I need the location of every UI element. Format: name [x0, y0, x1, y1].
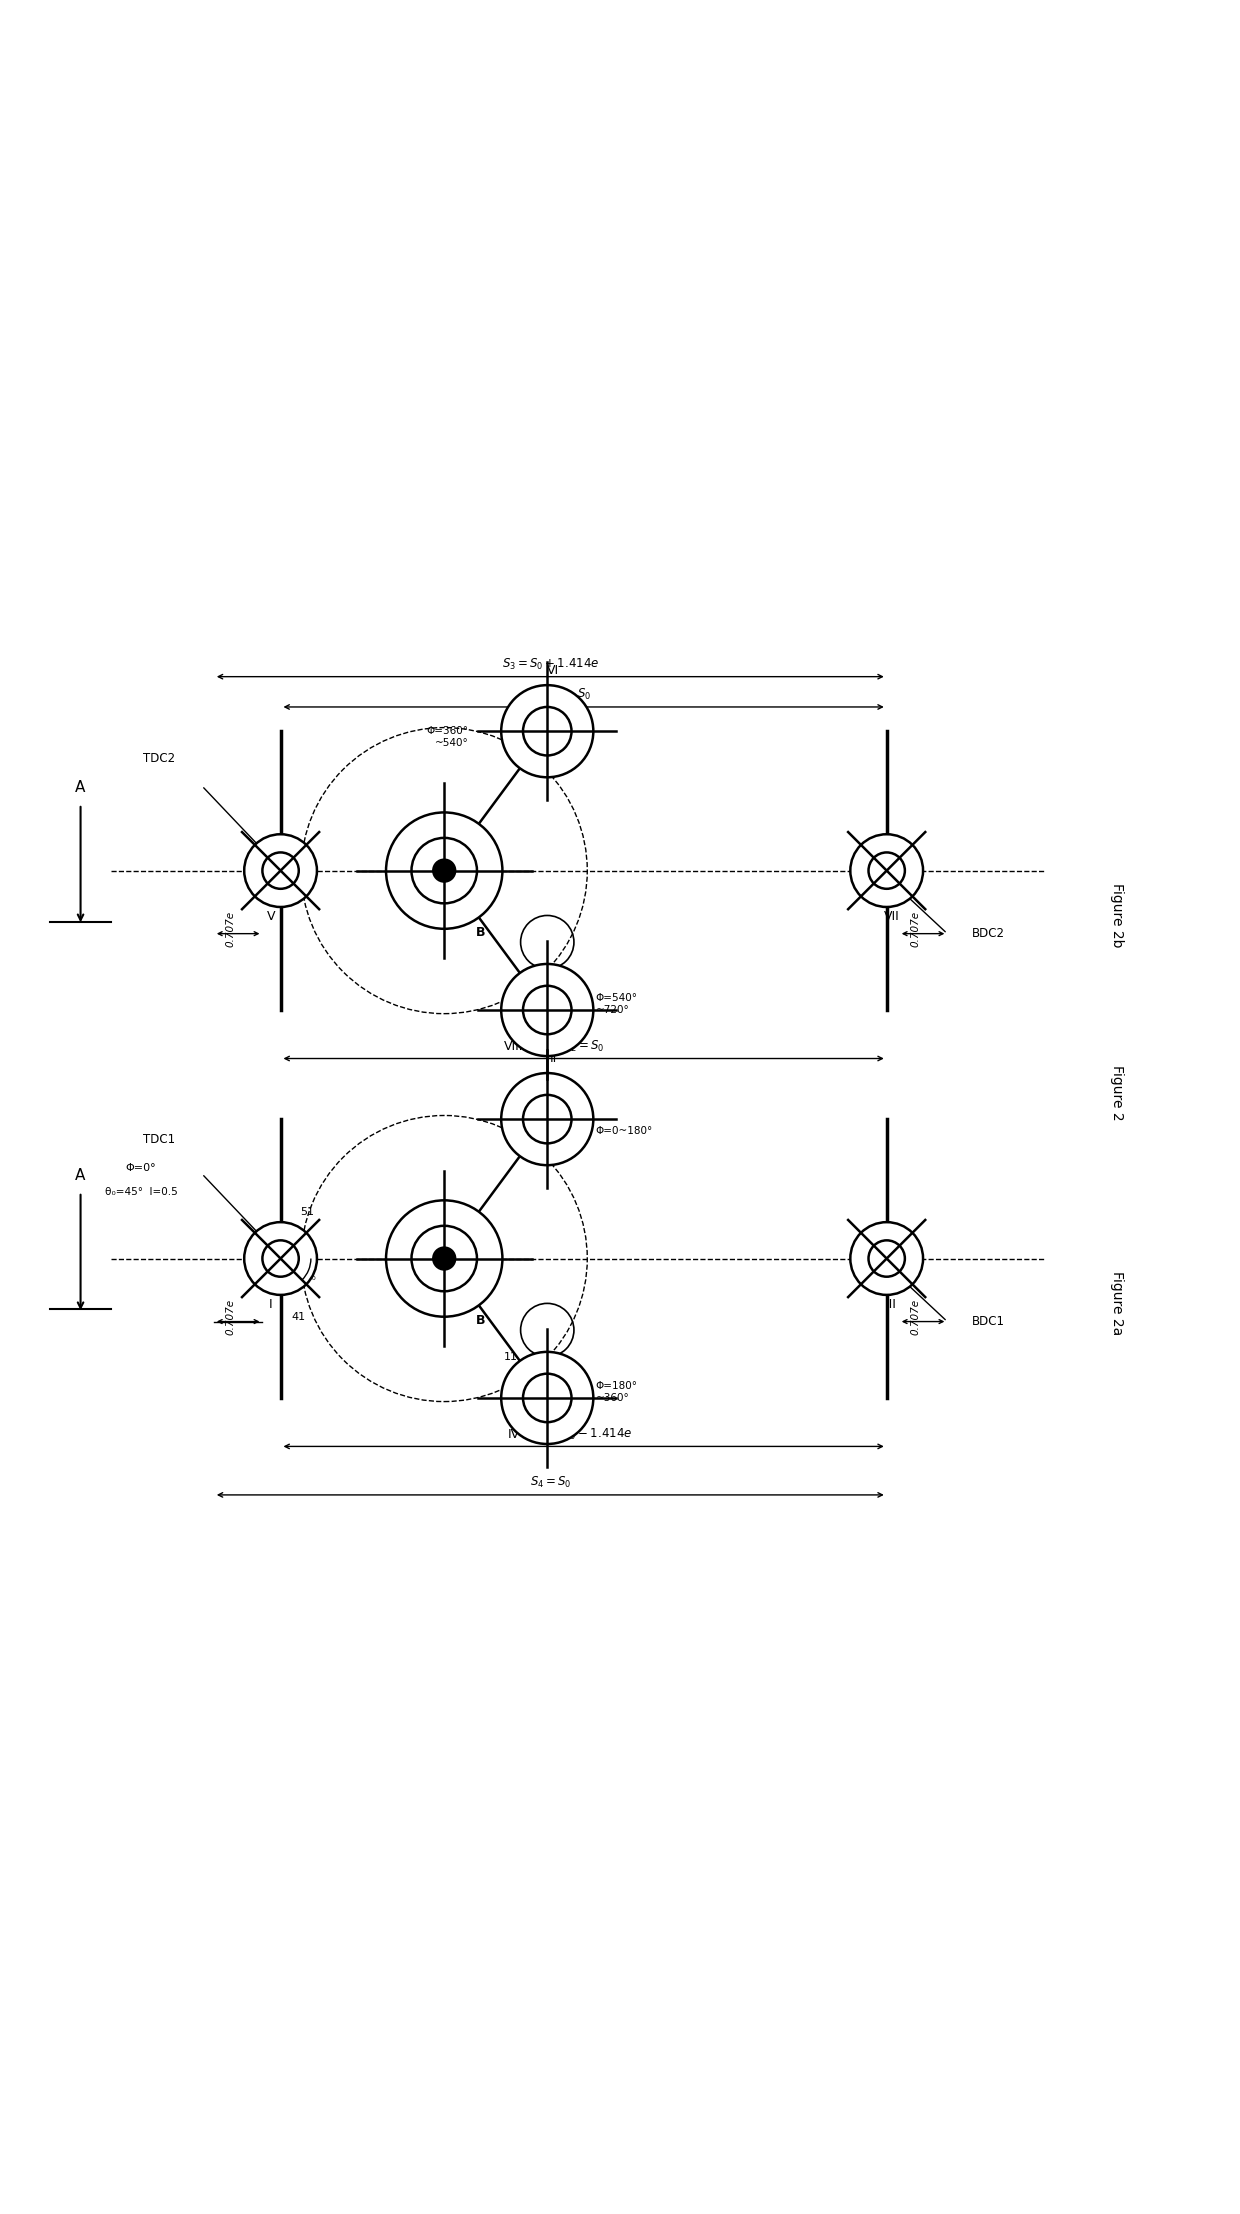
Text: I: I [269, 1297, 273, 1311]
Text: BDC2: BDC2 [972, 928, 1004, 941]
Text: 0.707e: 0.707e [226, 910, 236, 948]
Text: BDC1: BDC1 [972, 1315, 1004, 1328]
Text: Φ=0°: Φ=0° [125, 1162, 156, 1173]
Circle shape [386, 813, 502, 930]
Circle shape [501, 684, 593, 777]
Text: TDC1: TDC1 [144, 1134, 175, 1147]
Text: 0.707e: 0.707e [910, 1300, 920, 1335]
Text: VI: VI [547, 664, 559, 677]
Text: Figure 2a: Figure 2a [1110, 1271, 1123, 1335]
Text: A: A [76, 782, 86, 795]
Text: II: II [549, 1052, 557, 1065]
Circle shape [386, 1200, 502, 1317]
Text: θ₀=45°  I=0.5: θ₀=45° I=0.5 [105, 1187, 177, 1198]
Text: θ₀: θ₀ [306, 1273, 316, 1282]
Text: 11: 11 [503, 1353, 518, 1362]
Text: V: V [267, 910, 275, 923]
Text: 0.707e: 0.707e [910, 910, 920, 948]
Text: Φ=180°
~360°: Φ=180° ~360° [595, 1382, 637, 1404]
Text: B: B [476, 925, 485, 939]
Text: $S_3=S_0+1.414e$: $S_3=S_0+1.414e$ [502, 658, 599, 671]
Text: Φ=0~180°: Φ=0~180° [595, 1127, 653, 1136]
Text: $S_1=S_0-1.414e$: $S_1=S_0-1.414e$ [534, 1426, 632, 1441]
Text: IV: IV [507, 1428, 520, 1441]
Circle shape [244, 835, 317, 908]
Text: VIII: VIII [503, 1041, 523, 1054]
Text: 41: 41 [291, 1311, 306, 1322]
Text: $S_0$: $S_0$ [577, 686, 590, 702]
Text: 51: 51 [300, 1207, 314, 1218]
Text: Φ=540°
~720°: Φ=540° ~720° [595, 994, 637, 1014]
Text: Figure 2b: Figure 2b [1110, 883, 1123, 948]
Circle shape [244, 1222, 317, 1295]
Circle shape [433, 1249, 455, 1269]
Text: $S_4=S_0$: $S_4=S_0$ [529, 1475, 572, 1490]
Text: 0.707e: 0.707e [226, 1300, 236, 1335]
Text: Φ=360°
~540°: Φ=360° ~540° [427, 726, 469, 748]
Circle shape [851, 1222, 923, 1295]
Circle shape [501, 963, 593, 1056]
Text: III: III [887, 1297, 897, 1311]
Text: $S_2=S_0$: $S_2=S_0$ [563, 1038, 604, 1054]
Text: A: A [76, 1169, 86, 1182]
Text: Figure 2: Figure 2 [1110, 1065, 1123, 1120]
Text: VII: VII [884, 910, 899, 923]
Circle shape [433, 859, 455, 881]
Text: B: B [476, 1313, 485, 1326]
Circle shape [501, 1353, 593, 1444]
Circle shape [501, 1074, 593, 1165]
Text: TDC2: TDC2 [144, 751, 175, 764]
Circle shape [851, 835, 923, 908]
